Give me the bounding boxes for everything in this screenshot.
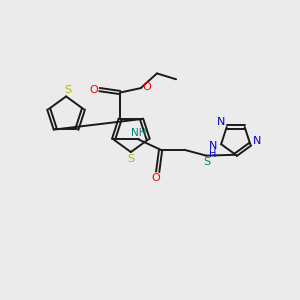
Text: O: O <box>89 85 98 94</box>
Text: H: H <box>209 148 217 159</box>
Text: N: N <box>217 117 225 127</box>
Text: NH: NH <box>131 128 146 138</box>
Text: S: S <box>64 85 71 95</box>
Text: S: S <box>203 157 210 167</box>
Text: N: N <box>209 141 217 151</box>
Text: N: N <box>253 136 261 146</box>
Text: O: O <box>142 82 151 92</box>
Text: O: O <box>152 173 161 183</box>
Text: S: S <box>127 154 134 164</box>
